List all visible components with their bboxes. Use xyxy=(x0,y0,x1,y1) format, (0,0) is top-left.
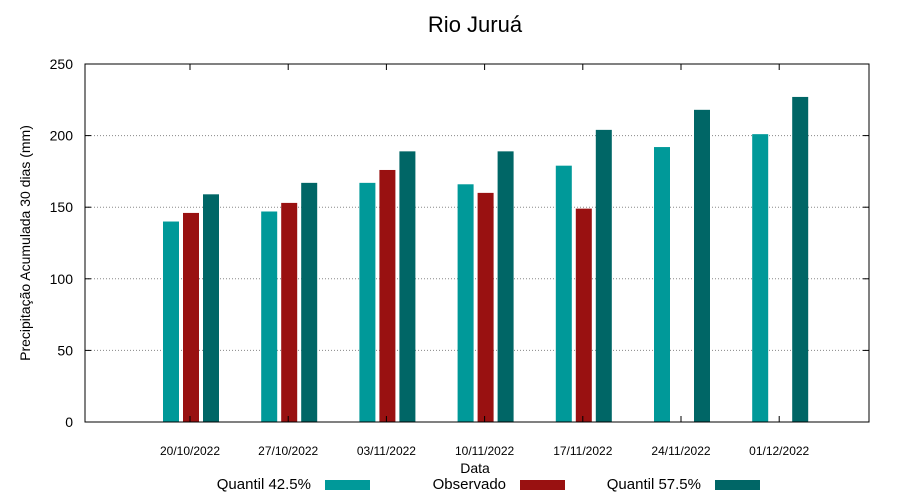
y-tick-label: 100 xyxy=(50,271,74,287)
bar-quantil-57-5--6 xyxy=(792,96,809,422)
x-tick-label: 03/11/2022 xyxy=(357,444,416,458)
bars xyxy=(163,96,809,423)
x-tick-label: 10/11/2022 xyxy=(455,444,514,458)
bar-quantil-42-5--4 xyxy=(555,165,572,422)
x-tick-label: 17/11/2022 xyxy=(553,444,612,458)
y-tick-label: 150 xyxy=(50,199,74,215)
plot-frame xyxy=(84,63,870,423)
grid-lines xyxy=(85,135,869,351)
x-axis-label: Data xyxy=(460,460,490,476)
y-axis-label: Precipitação Acumulada 30 dias (mm) xyxy=(17,125,33,361)
x-tick-label: 20/10/2022 xyxy=(160,444,220,458)
bar-quantil-42-5--0 xyxy=(163,221,179,422)
x-tick-label: 27/10/2022 xyxy=(258,444,318,458)
bar-quantil-57-5--4 xyxy=(595,129,612,422)
legend-label: Quantil 42.5% xyxy=(217,476,311,493)
bar-quantil-42-5--1 xyxy=(261,211,278,422)
bar-quantil-42-5--5 xyxy=(654,147,670,422)
y-tick-label: 250 xyxy=(50,56,74,72)
y-tick-label: 0 xyxy=(65,414,73,430)
legend-swatch xyxy=(520,480,565,490)
bar-quantil-57-5--1 xyxy=(301,182,318,422)
bar-quantil-57-5--3 xyxy=(497,151,514,423)
legend-swatch xyxy=(325,480,370,490)
bar-observado-2 xyxy=(379,169,396,422)
x-tick-label: 01/12/2022 xyxy=(749,444,809,458)
x-tick-label: 24/11/2022 xyxy=(651,444,710,458)
bar-observado-1 xyxy=(281,202,298,422)
legend-swatch xyxy=(715,480,760,490)
bar-quantil-42-5--2 xyxy=(359,182,376,422)
legend: Quantil 42.5% Observado Quantil 57.5% xyxy=(217,476,760,493)
legend-label: Observado xyxy=(433,476,506,493)
bar-quantil-57-5--0 xyxy=(203,194,219,422)
bar-observado-3 xyxy=(477,192,494,422)
x-axis-ticks: 20/10/2022 27/10/2022 03/11/2022 10/11/2022… xyxy=(160,64,810,458)
legend-label: Quantil 57.5% xyxy=(607,476,701,493)
y-tick-label: 200 xyxy=(50,128,74,144)
bar-quantil-57-5--2 xyxy=(399,151,416,423)
y-tick-label: 50 xyxy=(57,342,73,358)
chart-title: Rio Juruá xyxy=(428,12,523,37)
bar-observado-0 xyxy=(183,212,199,422)
y-axis-ticks: 0 50 100 150 200 250 xyxy=(50,56,869,430)
bar-quantil-57-5--5 xyxy=(694,109,710,422)
bar-observado-4 xyxy=(575,208,592,422)
bar-quantil-42-5--6 xyxy=(752,134,769,422)
bar-quantil-42-5--3 xyxy=(457,184,474,422)
